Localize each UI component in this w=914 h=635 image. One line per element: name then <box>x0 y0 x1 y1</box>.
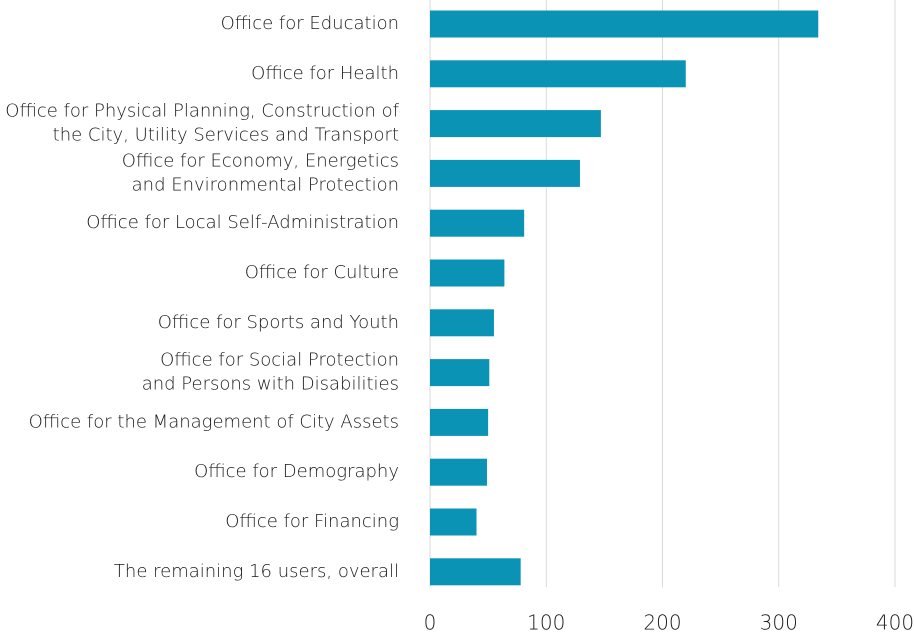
bar <box>430 309 494 337</box>
bar <box>430 10 819 38</box>
y-tick-label: Office for Physical Planning, Constructi… <box>5 101 399 146</box>
x-tick-label: 300 <box>760 611 798 635</box>
x-tick-label: 0 <box>424 611 437 635</box>
y-tick-label: Office for Sports and Youth <box>158 312 399 333</box>
x-tick-label: 200 <box>643 611 681 635</box>
y-tick-label: Office for Economy, Energetics and Enviro… <box>122 150 399 195</box>
bar <box>430 359 490 387</box>
bar <box>430 60 686 88</box>
y-tick-label: Office for Demography <box>194 461 399 482</box>
y-tick-label: Office for Health <box>251 63 399 84</box>
bar <box>430 508 477 536</box>
bar <box>430 110 601 138</box>
y-tick-label: Office for Financing <box>225 511 399 532</box>
bar <box>430 209 525 237</box>
bar <box>430 408 489 436</box>
y-tick-label: Office for Education <box>221 13 399 34</box>
y-tick-label: Office for Local Self-Administration <box>86 212 399 233</box>
x-tick-label: 400 <box>876 611 914 635</box>
y-tick-label: Office for the Management of City Assets <box>29 411 399 432</box>
y-tick-label: Office for Social Protection and Persons … <box>142 350 399 395</box>
y-tick-label: Office for Culture <box>245 262 399 283</box>
bar <box>430 159 580 187</box>
bar <box>430 259 505 287</box>
bar <box>430 458 487 486</box>
x-tick-label: 100 <box>527 611 565 635</box>
y-tick-label: The remaining 16 users, overall <box>114 561 399 582</box>
bar <box>430 558 521 586</box>
